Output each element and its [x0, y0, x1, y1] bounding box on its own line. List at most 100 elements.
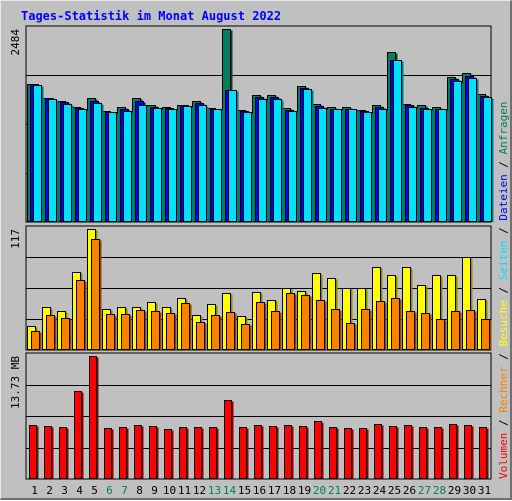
bar — [344, 428, 352, 479]
bar — [408, 107, 417, 222]
x-tick-label: 16 — [253, 484, 266, 497]
bar — [239, 427, 247, 479]
bar — [256, 302, 265, 350]
legend-vertical-label: Volumen / Rechner / Besuche / Seiten / D… — [497, 101, 510, 479]
bar — [269, 426, 277, 479]
bar — [316, 300, 325, 350]
bar — [421, 313, 430, 350]
x-tick-label: 30 — [463, 484, 476, 497]
bar — [483, 97, 492, 222]
x-tick-label: 19 — [298, 484, 311, 497]
x-tick-label: 29 — [448, 484, 461, 497]
legend-item-besuche: Besuche — [497, 300, 510, 346]
bar — [361, 309, 370, 350]
bar — [151, 311, 160, 350]
bar — [76, 280, 85, 350]
bar — [179, 427, 187, 479]
bar — [348, 109, 357, 222]
x-tick-label: 17 — [268, 484, 281, 497]
panel-volume: 13.73 MB — [9, 352, 492, 480]
bar — [273, 99, 282, 222]
x-tick-label: 9 — [151, 484, 158, 497]
x-tick-label: 22 — [343, 484, 356, 497]
series-volumen — [29, 356, 489, 479]
bar — [91, 239, 100, 350]
x-tick-label: 15 — [238, 484, 251, 497]
bar — [198, 105, 207, 222]
bar — [374, 424, 382, 479]
x-tick-label: 25 — [388, 484, 401, 497]
x-tick-label: 24 — [373, 484, 387, 497]
bar — [286, 293, 295, 350]
bar — [333, 109, 342, 222]
x-tick-label: 10 — [163, 484, 176, 497]
bar — [453, 81, 462, 222]
bar — [363, 112, 372, 222]
bar — [391, 298, 400, 350]
bar — [136, 310, 145, 350]
bar — [123, 111, 132, 222]
bar — [74, 391, 82, 479]
bar — [303, 89, 312, 222]
x-tick-label: 6 — [106, 484, 113, 497]
x-tick-label: 20 — [313, 484, 326, 497]
bar — [451, 311, 460, 350]
bar — [376, 301, 385, 350]
series-rechner — [31, 239, 492, 350]
bar — [479, 427, 487, 479]
x-tick-label: 14 — [223, 484, 237, 497]
bar — [228, 90, 237, 222]
chart-panels: 2484 117 13.73 MB — [9, 25, 494, 480]
bar — [209, 427, 217, 479]
bar — [288, 111, 297, 222]
legend-separator: / — [497, 154, 510, 174]
x-tick-label: 7 — [121, 484, 128, 497]
bar — [31, 331, 40, 350]
bar — [138, 105, 147, 222]
panel-visits: 117 — [9, 225, 492, 351]
bar — [29, 425, 37, 479]
bar — [194, 427, 202, 479]
x-tick-label: 21 — [328, 484, 341, 497]
bar — [359, 428, 367, 479]
x-tick-label: 13 — [208, 484, 221, 497]
bar — [164, 429, 172, 479]
bar — [61, 318, 70, 350]
legend-separator: / — [497, 221, 510, 241]
bar — [106, 314, 115, 350]
series-seiten — [33, 60, 494, 222]
bar — [284, 425, 292, 479]
bar — [183, 106, 192, 222]
bar — [254, 425, 262, 479]
x-tick-label: 2 — [46, 484, 53, 497]
bar — [46, 315, 55, 350]
bar — [63, 104, 72, 222]
bar — [168, 109, 177, 222]
x-tick-label: 27 — [418, 484, 431, 497]
bar — [93, 103, 102, 222]
legend-item-rechner: Rechner — [497, 366, 510, 413]
bar — [481, 319, 490, 350]
bar — [436, 319, 445, 350]
bar — [104, 428, 112, 479]
bar — [404, 425, 412, 479]
bar — [226, 312, 235, 350]
x-tick-label: 28 — [433, 484, 446, 497]
bar — [389, 426, 397, 479]
bar — [153, 108, 162, 222]
bar — [271, 311, 280, 350]
x-tick-label: 23 — [358, 484, 371, 497]
bar — [44, 426, 52, 479]
legend-item-anfragen: Anfragen — [497, 101, 510, 154]
bar — [33, 85, 42, 222]
bar — [59, 427, 67, 479]
x-tick-label: 4 — [76, 484, 83, 497]
y-max-label: 2484 — [9, 29, 22, 56]
legend-separator: / — [497, 280, 510, 300]
x-tick-label: 11 — [178, 484, 191, 497]
bar — [108, 112, 117, 222]
x-tick-label: 3 — [61, 484, 68, 497]
y-max-label: 13.73 MB — [9, 356, 22, 409]
